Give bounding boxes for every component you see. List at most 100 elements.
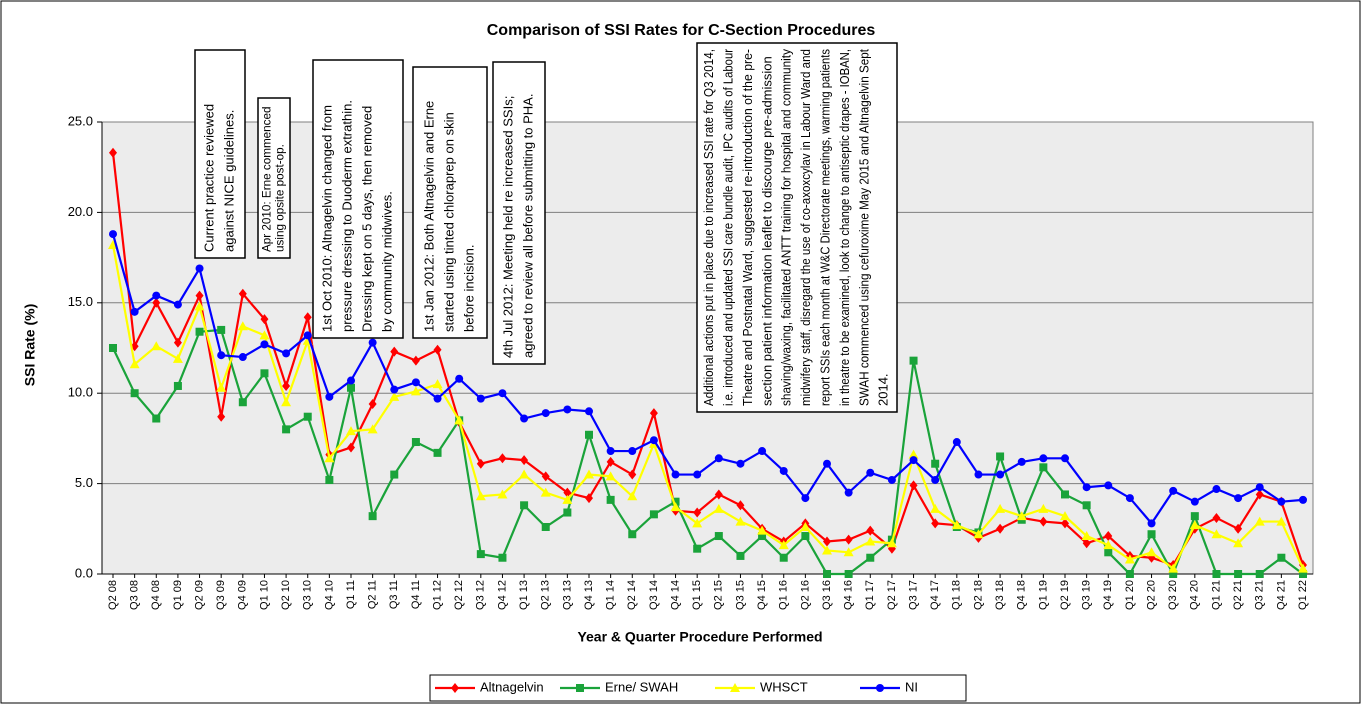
- x-tick-label: Q1 14: [605, 580, 617, 610]
- data-point: [866, 468, 875, 477]
- data-point: [217, 411, 226, 422]
- legend-label: Erne/ SWAH: [605, 679, 678, 694]
- data-point: [475, 491, 486, 501]
- data-point: [173, 337, 182, 348]
- data-point: [843, 547, 854, 557]
- data-point: [800, 521, 811, 531]
- data-point: [1277, 553, 1286, 562]
- data-point: [649, 408, 658, 419]
- data-point: [130, 307, 139, 316]
- data-point: [1169, 486, 1178, 495]
- data-point: [109, 344, 117, 352]
- data-point: [576, 684, 584, 692]
- data-point: [390, 385, 399, 394]
- x-tick-label: Q2 11: [367, 580, 379, 609]
- annotation-text: against NICE guidelines.: [221, 110, 236, 252]
- data-point: [865, 536, 876, 546]
- data-point: [823, 459, 831, 468]
- x-tick-label: Q3 10: [302, 580, 314, 610]
- annotation-box: [257, 97, 291, 259]
- data-point: [451, 683, 459, 693]
- data-point: [1125, 494, 1134, 503]
- data-point: [173, 381, 182, 390]
- data-point: [628, 469, 637, 480]
- data-point: [930, 503, 941, 513]
- data-point: [693, 507, 702, 518]
- annotation-text: 1st Jan 2012: Both Altnagelvin and Erne: [421, 101, 436, 332]
- chart-title: Comparison of SSI Rates for C-Section Pr…: [487, 22, 876, 39]
- data-point: [152, 291, 161, 300]
- data-point: [801, 494, 810, 503]
- data-point: [259, 330, 270, 340]
- x-tick-label: Q1 13: [518, 580, 530, 610]
- data-point: [1189, 520, 1200, 530]
- data-point: [779, 553, 788, 562]
- data-point: [1017, 457, 1026, 466]
- data-point: [628, 447, 637, 456]
- data-point: [217, 325, 226, 334]
- annotation-text: section patient information leaflet to d…: [759, 56, 774, 406]
- data-point: [325, 475, 334, 484]
- data-point: [844, 534, 853, 545]
- annotation-text: Apr 2010: Erne commenced: [261, 106, 274, 252]
- data-point: [282, 425, 291, 434]
- y-tick-label: 20.0: [68, 204, 93, 219]
- data-point: [757, 525, 768, 535]
- data-point: [367, 424, 378, 434]
- data-point: [498, 553, 507, 562]
- data-point: [1233, 538, 1244, 548]
- annotation-text: pressure dressing to Duoderm extrathin.: [339, 100, 354, 332]
- data-point: [519, 469, 530, 479]
- x-tick-label: Q1 19: [1037, 580, 1049, 610]
- x-tick-label: Q3 18: [994, 580, 1006, 610]
- data-point: [1039, 454, 1048, 463]
- data-point: [584, 469, 594, 479]
- data-point: [195, 290, 204, 301]
- data-point: [410, 386, 421, 396]
- data-point: [801, 532, 810, 541]
- data-point: [282, 380, 291, 391]
- data-point: [1082, 538, 1091, 549]
- data-point: [260, 340, 269, 349]
- y-axis-label: SSI Rate (%): [22, 304, 38, 386]
- data-point: [1082, 501, 1091, 510]
- data-point: [1299, 570, 1307, 578]
- x-tick-label: Q4 09: [237, 580, 249, 610]
- data-point: [974, 470, 983, 479]
- annotation-text: using opsite post-op.: [274, 144, 287, 252]
- data-point: [1255, 483, 1264, 492]
- annotation-box: [312, 59, 404, 339]
- data-point: [152, 414, 161, 423]
- x-tick-label: Q1 11: [345, 580, 357, 609]
- annotation-box: [412, 66, 488, 339]
- data-point: [1103, 540, 1114, 550]
- data-point: [866, 553, 875, 562]
- data-point: [260, 369, 269, 378]
- data-point: [1125, 570, 1134, 578]
- data-point: [606, 447, 615, 456]
- data-point: [1061, 490, 1069, 499]
- data-point: [1299, 495, 1307, 504]
- annotation-text: before incision.: [461, 245, 476, 332]
- data-point: [1124, 554, 1135, 564]
- data-point: [1146, 547, 1157, 557]
- x-tick-label: Q1 20: [1124, 580, 1136, 610]
- data-point: [649, 510, 658, 519]
- data-point: [433, 344, 442, 355]
- data-point: [303, 331, 312, 340]
- data-point: [671, 497, 680, 506]
- data-point: [238, 288, 247, 299]
- data-point: [563, 405, 572, 414]
- data-point: [1254, 516, 1265, 526]
- x-tick-label: Q2 15: [713, 580, 725, 610]
- data-point: [433, 394, 442, 403]
- data-point: [173, 300, 182, 309]
- data-point: [887, 475, 896, 484]
- data-point: [779, 466, 788, 475]
- x-tick-label: Q4 10: [323, 580, 335, 610]
- series-line: [111, 152, 1305, 567]
- data-point: [540, 487, 551, 497]
- data-point: [1277, 497, 1286, 506]
- data-point: [324, 453, 335, 463]
- data-point: [1104, 531, 1113, 542]
